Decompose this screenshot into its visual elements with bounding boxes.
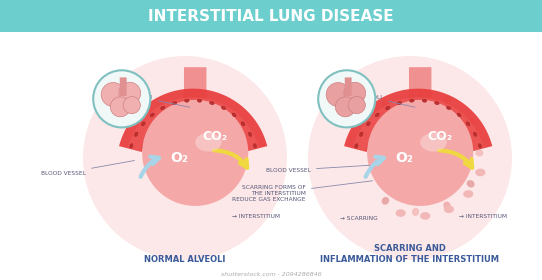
Ellipse shape [457,113,461,117]
Circle shape [344,82,366,104]
Ellipse shape [410,99,414,102]
Ellipse shape [130,144,133,148]
Ellipse shape [444,206,454,213]
Polygon shape [127,97,259,151]
Circle shape [93,70,150,127]
Text: ALVEOLI: ALVEOLI [129,95,190,107]
Ellipse shape [473,132,477,136]
Polygon shape [344,89,492,152]
FancyBboxPatch shape [184,67,207,113]
Ellipse shape [466,122,470,126]
Circle shape [318,70,375,127]
Ellipse shape [382,101,389,109]
Ellipse shape [375,113,379,117]
Text: CO₂: CO₂ [428,130,453,143]
Text: CO₂: CO₂ [203,130,228,143]
Ellipse shape [420,212,430,220]
Ellipse shape [185,99,189,102]
Text: BLOOD VESSEL: BLOOD VESSEL [266,165,370,173]
Ellipse shape [412,208,419,216]
Ellipse shape [475,169,486,176]
Polygon shape [119,89,267,152]
Ellipse shape [221,106,225,110]
Ellipse shape [254,144,256,148]
Ellipse shape [172,102,177,105]
Ellipse shape [422,99,427,102]
Polygon shape [352,97,484,151]
Text: INTERSTITIAL LUNG DISEASE: INTERSTITIAL LUNG DISEASE [148,8,394,24]
FancyBboxPatch shape [409,67,431,113]
Ellipse shape [397,102,402,105]
Ellipse shape [475,149,483,157]
Ellipse shape [396,209,406,217]
Ellipse shape [447,106,451,110]
Ellipse shape [420,133,447,151]
Circle shape [101,83,125,107]
FancyBboxPatch shape [345,77,352,96]
Ellipse shape [241,122,245,126]
Ellipse shape [463,190,473,198]
Ellipse shape [134,132,138,136]
Circle shape [123,97,140,114]
Text: → SCARRING: → SCARRING [340,216,377,221]
Text: → INTERSTITIUM: → INTERSTITIUM [232,214,280,219]
Ellipse shape [412,90,419,98]
Circle shape [348,97,365,114]
Ellipse shape [467,118,475,126]
Ellipse shape [443,96,451,104]
Ellipse shape [248,132,252,136]
Ellipse shape [479,144,482,148]
Ellipse shape [467,180,475,188]
Circle shape [326,83,350,107]
Ellipse shape [382,197,389,205]
Circle shape [111,97,130,117]
Ellipse shape [141,122,145,126]
Text: BLOOD VESSEL: BLOOD VESSEL [41,160,134,176]
Ellipse shape [359,132,363,136]
Text: NORMAL ALVEOLI: NORMAL ALVEOLI [144,255,225,265]
Text: shutterstock.com · 2094286846: shutterstock.com · 2094286846 [221,272,321,277]
Ellipse shape [443,202,451,210]
Ellipse shape [160,106,165,110]
Circle shape [335,97,356,117]
Ellipse shape [435,102,439,105]
Text: ALVEOLI: ALVEOLI [359,95,415,107]
Ellipse shape [195,133,222,151]
Ellipse shape [210,102,214,105]
Ellipse shape [385,106,390,110]
Bar [0,0,542,32]
Ellipse shape [232,113,236,117]
FancyBboxPatch shape [120,77,127,96]
Circle shape [83,56,287,260]
Ellipse shape [366,122,370,126]
Circle shape [367,100,473,206]
Text: O₂: O₂ [170,151,188,165]
Text: SCARRING FORMS OF
THE INTERSTITIUM
REDUCE GAS EXCHANGE: SCARRING FORMS OF THE INTERSTITIUM REDUC… [233,181,372,202]
Circle shape [308,56,512,260]
Circle shape [119,82,140,104]
Ellipse shape [354,144,358,148]
Ellipse shape [150,113,154,117]
Circle shape [142,100,248,206]
Ellipse shape [197,99,202,102]
Text: → INTERSTITIUM: → INTERSTITIUM [459,214,507,219]
Text: O₂: O₂ [395,151,413,165]
Text: SCARRING AND
INFLAMMATION OF THE INTERSTITIUM: SCARRING AND INFLAMMATION OF THE INTERST… [320,244,500,264]
